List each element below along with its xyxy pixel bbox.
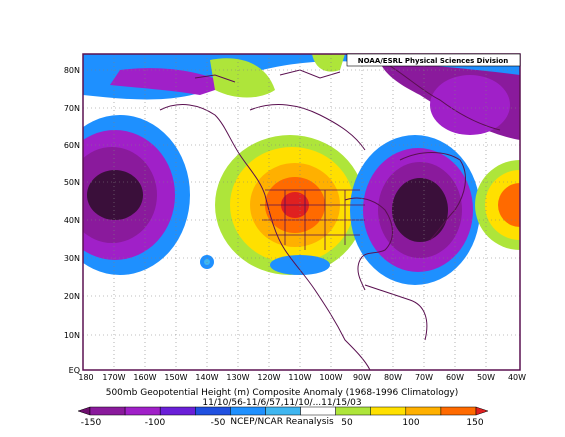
- lon-tick-label: 60W: [446, 373, 464, 382]
- lon-tick-label: 70W: [415, 373, 433, 382]
- colorbar-label: 50: [341, 418, 353, 428]
- lon-tick-label: 160W: [133, 373, 156, 382]
- colorbar-segment: [335, 406, 371, 416]
- colorbar-segment: [265, 406, 301, 416]
- colorbar-segment: [300, 406, 336, 416]
- colorbar-segment: [440, 406, 477, 416]
- lon-tick-label: 40W: [508, 373, 526, 382]
- colorbar-segment: [230, 406, 266, 416]
- lon-tick-label: 100W: [319, 373, 342, 382]
- lon-tick-label: 180: [78, 373, 93, 382]
- lon-tick-label: 90W: [353, 373, 371, 382]
- lat-tick-label: 50N: [64, 178, 80, 187]
- lon-tick-label: 110W: [288, 373, 311, 382]
- lon-tick-label: 120W: [257, 373, 280, 382]
- plot-border: [82, 53, 521, 371]
- lat-tick-label: 20N: [64, 292, 80, 301]
- colorbar-segment: [405, 406, 442, 416]
- pacific-low-core: [87, 170, 143, 220]
- colorbar-segment: [124, 406, 161, 416]
- caption-source: NCEP/NCAR Reanalysis: [230, 417, 334, 427]
- caption-dates: 11/10/56-11/6/57,11/10/...11/15/03: [202, 398, 361, 408]
- colorbar-segment: [159, 406, 196, 416]
- gridlines: [83, 54, 520, 370]
- lat-tick-label: 70N: [64, 104, 80, 113]
- credit-box: [346, 53, 521, 67]
- baffin-negative: [430, 75, 510, 135]
- alaska-weak-positive: [210, 58, 275, 98]
- lat-tick-label: 10N: [64, 331, 80, 340]
- caption-title: 500mb Geopotential Height (m) Composite …: [106, 388, 459, 398]
- lon-tick-label: 150W: [164, 373, 187, 382]
- credit-text: NOAA/ESRL Physical Sciences Division: [358, 57, 508, 65]
- lon-tick-label: 50W: [477, 373, 495, 382]
- colorbar-label: 100: [402, 418, 419, 428]
- lat-tick-label: 30N: [64, 254, 80, 263]
- colorbar-label: 150: [466, 418, 483, 428]
- colorbar-right-arrow: [475, 406, 489, 416]
- aleutian-negative: [110, 68, 230, 95]
- mexico-weak-negative: [270, 255, 330, 275]
- coastlines: [159, 59, 501, 370]
- colorbar-labels: -150 -100 -50 50 100 150: [81, 418, 484, 428]
- colorbar: [77, 406, 489, 416]
- lat-tick-label: 80N: [64, 66, 80, 75]
- colorbar-label: -50: [211, 418, 226, 428]
- lat-tick-label: EQ: [69, 366, 80, 375]
- lat-tick-label: 40N: [64, 216, 80, 225]
- colorbar-label: -100: [145, 418, 166, 428]
- lon-tick-label: 170W: [102, 373, 125, 382]
- colorbar-segment: [195, 406, 231, 416]
- lon-tick-label: 140W: [195, 373, 218, 382]
- trough-core: [392, 178, 448, 242]
- arctic-weak-positive: [312, 54, 345, 72]
- lon-tick-label: 80W: [384, 373, 402, 382]
- colorbar-left-arrow: [77, 406, 91, 416]
- colorbar-segment: [89, 406, 126, 416]
- atlantic-ridge-inner: [498, 183, 520, 227]
- colorbar-label: -150: [81, 418, 102, 428]
- latitude-axis: EQ 10N 20N 30N 40N 50N 60N 70N 80N: [64, 66, 80, 375]
- colorbar-segment: [370, 406, 407, 416]
- lat-tick-label: 60N: [64, 141, 80, 150]
- longitude-axis: 180 170W 160W 150W 140W 130W 120W 110W 1…: [78, 373, 526, 382]
- lon-tick-label: 130W: [226, 373, 249, 382]
